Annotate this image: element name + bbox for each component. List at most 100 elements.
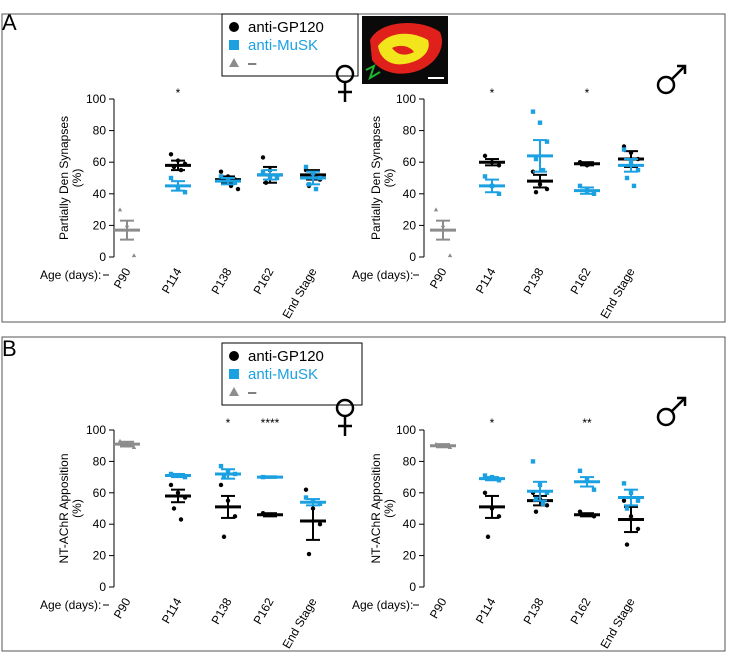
data-point-musk — [175, 186, 181, 192]
data-point-musk — [544, 490, 550, 495]
data-point-musk — [175, 473, 181, 478]
y-tick-label: 60 — [403, 486, 417, 500]
legend-marker-musk — [229, 40, 239, 50]
x-tick-label: P90 — [111, 595, 134, 621]
micrograph-green-strand — [365, 64, 381, 81]
data-point-gp120 — [485, 534, 491, 539]
data-point-gp120 — [235, 186, 241, 192]
data-point-musk — [537, 482, 543, 488]
age-axis-label: Age (days): — [352, 268, 413, 282]
data-point-musk — [168, 471, 174, 477]
data-point-gp120 — [591, 514, 597, 519]
data-point-musk — [218, 174, 224, 179]
data-point-musk — [225, 177, 231, 182]
data-point-musk — [221, 474, 227, 480]
data-point-control — [447, 253, 453, 258]
data-point-control — [117, 438, 123, 443]
x-tick-label: End Stage — [597, 595, 637, 651]
data-point-gp120 — [232, 514, 238, 519]
y-tick-label: 20 — [403, 218, 417, 232]
data-point-gp120 — [267, 512, 273, 517]
significance-mark: ** — [582, 416, 592, 430]
y-tick-label: 100 — [86, 423, 106, 437]
data-point-control — [447, 445, 453, 450]
significance-mark: * — [226, 416, 231, 430]
micrograph-image — [362, 16, 448, 84]
data-point-gp120 — [577, 160, 583, 165]
data-point-musk — [232, 180, 238, 185]
data-point-control — [131, 445, 137, 450]
data-point-musk — [260, 474, 266, 480]
data-point-gp120 — [218, 169, 224, 174]
data-point-musk — [482, 174, 488, 179]
data-point-gp120 — [221, 534, 227, 539]
data-point-musk — [540, 501, 546, 506]
y-tick-label: 80 — [403, 124, 417, 138]
data-point-musk — [631, 183, 637, 189]
data-point-control — [131, 253, 137, 258]
legend-label-control: – — [248, 55, 257, 72]
male-arrow-shaft — [671, 397, 686, 412]
chart-b-female: 0 20 40 60 80 100 NT-AChR Apposition(%) Age (da… — [40, 416, 326, 651]
data-point-gp120 — [171, 506, 177, 511]
data-point-gp120 — [306, 551, 312, 557]
x-tick-label: P162 — [567, 265, 593, 297]
panel-a-letter: A — [2, 10, 17, 35]
y-axis-label-line: NT-AChR Apposition — [369, 453, 383, 563]
data-point-musk — [489, 474, 495, 480]
data-point-musk — [577, 183, 583, 189]
data-point-musk — [310, 498, 316, 503]
y-tick-label: 80 — [93, 124, 107, 138]
micrograph-red-inner — [392, 45, 414, 55]
y-axis-label-line: Partially Den Synapses — [57, 116, 71, 240]
x-tick-label: P114 — [159, 265, 185, 296]
legend-marker-control — [229, 58, 239, 67]
chart-b-male: 0 20 40 60 80 100 NT-AChR Apposition(%) Age (da… — [352, 416, 644, 651]
y-tick-label: 20 — [403, 549, 417, 563]
data-point-gp120 — [584, 163, 590, 168]
x-tick-label: End Stage — [597, 265, 637, 321]
y-axis-label-line: (%) — [70, 169, 84, 188]
y-axis-label-line: Partially Den Synapses — [369, 116, 383, 240]
significance-mark: **** — [261, 416, 280, 430]
x-tick-label: P114 — [473, 595, 499, 626]
y-tick-label: 0 — [99, 250, 106, 264]
data-point-musk — [584, 478, 590, 483]
significance-mark: * — [490, 86, 495, 100]
data-point-gp120 — [628, 150, 634, 155]
data-point-gp120 — [537, 182, 543, 187]
data-point-gp120 — [263, 180, 269, 185]
data-point-control — [440, 223, 446, 228]
legend-marker-gp120 — [229, 22, 239, 32]
y-axis-label: NT-AChR Apposition(%) — [369, 453, 396, 563]
male-arrow-head — [677, 64, 687, 74]
data-point-musk — [482, 473, 488, 478]
data-point-musk — [260, 169, 266, 174]
y-axis-label: Partially Den Synapses(%) — [57, 116, 84, 240]
x-tick-label: P162 — [567, 595, 593, 627]
data-point-musk — [267, 174, 273, 179]
female-symbol-b — [335, 398, 355, 436]
significance-mark: * — [585, 86, 590, 100]
x-tick-label: P114 — [473, 265, 499, 296]
data-point-gp120 — [621, 498, 627, 503]
data-point-musk — [274, 175, 280, 181]
x-tick-label: End Stage — [279, 595, 319, 651]
data-point-musk — [496, 478, 502, 483]
legend-box — [221, 13, 359, 77]
data-point-musk — [635, 167, 641, 173]
data-point-control — [124, 441, 130, 446]
data-point-gp120 — [628, 514, 634, 519]
y-tick-label: 0 — [409, 580, 416, 594]
data-point-gp120 — [584, 512, 590, 517]
data-point-musk — [624, 175, 630, 181]
x-tick-label: P114 — [159, 595, 185, 626]
data-point-gp120 — [317, 522, 323, 527]
x-tick-label: P138 — [520, 265, 546, 297]
data-point-musk — [303, 164, 309, 170]
data-point-musk — [624, 506, 630, 511]
data-point-gp120 — [168, 482, 174, 488]
